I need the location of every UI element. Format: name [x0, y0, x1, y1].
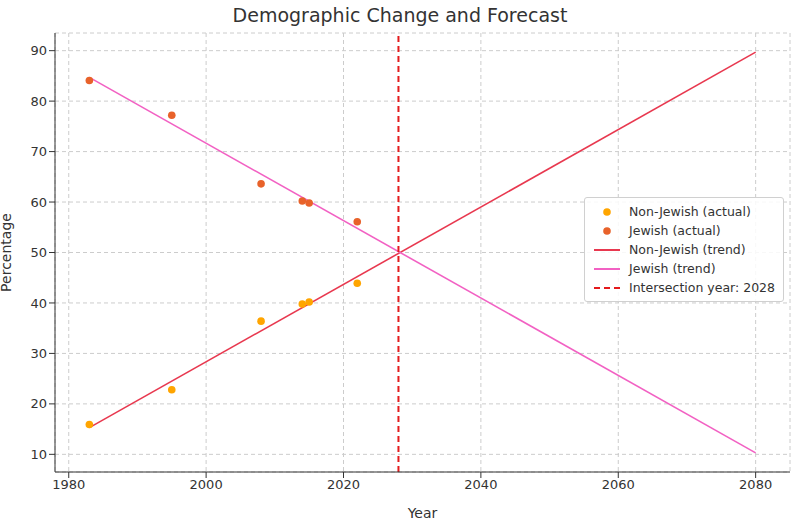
html-text:Non-Jewish (actual): Non-Jewish (actual) — [629, 204, 751, 219]
svg-text:70: 70 — [30, 144, 47, 159]
html-text:Demographic Change and Forecas: Demographic Change and Forecast — [232, 4, 568, 26]
svg-text:1980: 1980 — [52, 477, 85, 492]
html-text:Jewish (actual): Jewish (actual) — [629, 223, 721, 238]
svg-text:2040: 2040 — [464, 477, 497, 492]
svg-text:10: 10 — [30, 447, 47, 462]
html-text:Jewish (trend): Jewish (trend) — [629, 261, 716, 276]
svg-text:Year: Year — [407, 505, 438, 521]
svg-text:40: 40 — [30, 296, 47, 311]
svg-text:2020: 2020 — [327, 477, 360, 492]
html-text:Non-Jewish (trend): Non-Jewish (trend) — [629, 242, 746, 257]
svg-text:80: 80 — [30, 94, 47, 109]
svg-text:Percentage: Percentage — [8, 213, 14, 292]
svg-text:2060: 2060 — [602, 477, 635, 492]
svg-text:60: 60 — [30, 195, 47, 210]
svg-text:2000: 2000 — [190, 477, 223, 492]
svg-text:90: 90 — [30, 43, 47, 58]
svg-text:2080: 2080 — [739, 477, 772, 492]
svg-text:50: 50 — [30, 245, 47, 260]
svg-text:20: 20 — [30, 396, 47, 411]
svg-text:30: 30 — [30, 346, 47, 361]
html-text:Intersection year: 2028: Intersection year: 2028 — [629, 280, 775, 295]
